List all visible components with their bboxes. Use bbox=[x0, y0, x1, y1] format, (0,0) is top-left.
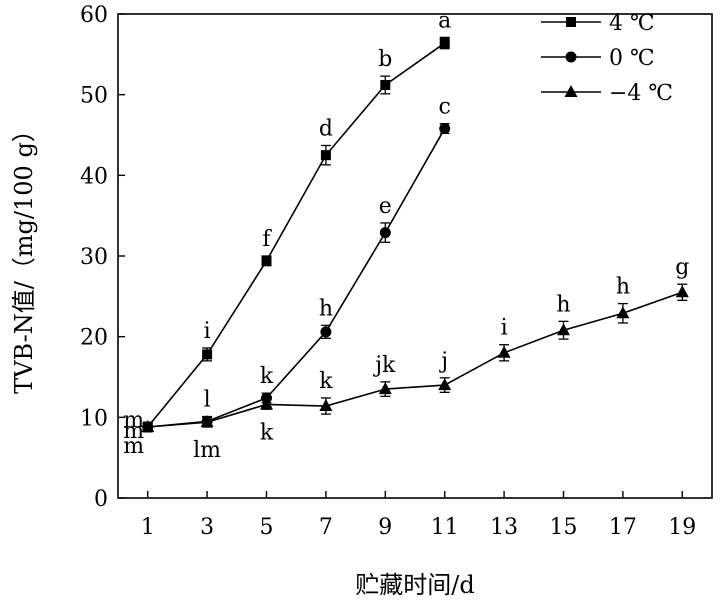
significance-label: f bbox=[262, 227, 272, 252]
legend-item: 0 ℃ bbox=[541, 46, 655, 71]
significance-label: g bbox=[675, 255, 689, 280]
triangle-marker bbox=[675, 285, 689, 298]
significance-label: c bbox=[439, 95, 451, 120]
significance-label: j bbox=[438, 349, 448, 374]
square-marker bbox=[566, 17, 576, 27]
series-line bbox=[147, 42, 446, 428]
x-tick-label: 11 bbox=[431, 515, 459, 540]
series-triangle bbox=[141, 283, 689, 433]
x-tick-label: 19 bbox=[668, 515, 696, 540]
significance-label: l bbox=[204, 388, 211, 413]
triangle-marker bbox=[497, 345, 511, 358]
y-tick-label: 10 bbox=[80, 406, 108, 431]
triangle-marker bbox=[200, 415, 214, 428]
significance-label: e bbox=[379, 194, 392, 219]
significance-label: m bbox=[123, 408, 144, 433]
significance-label: h bbox=[616, 275, 630, 300]
y-tick-label: 0 bbox=[94, 487, 108, 512]
legend-label: 4 ℃ bbox=[609, 11, 655, 36]
x-tick-label: 17 bbox=[609, 515, 637, 540]
significance-label: jk bbox=[372, 353, 396, 378]
significance-label: b bbox=[378, 47, 392, 72]
significance-label: m bbox=[123, 419, 144, 444]
significance-label: a bbox=[438, 8, 451, 33]
square-marker bbox=[380, 79, 391, 90]
x-tick-label: 5 bbox=[260, 515, 274, 540]
y-axis: 0 10 20 30 40 50 60 bbox=[80, 3, 125, 512]
y-axis-title: TVB-N值/（mg/100 g） bbox=[10, 118, 38, 394]
square-marker bbox=[320, 150, 331, 161]
x-tick-label: 9 bbox=[378, 515, 392, 540]
triangle-marker bbox=[616, 306, 630, 319]
series-line bbox=[147, 128, 446, 428]
x-tick-label: 15 bbox=[550, 515, 578, 540]
legend-item: −4 ℃ bbox=[541, 81, 673, 106]
series-layer bbox=[141, 36, 689, 433]
significance-label: k bbox=[260, 420, 274, 445]
circle-marker bbox=[379, 227, 391, 239]
circle-marker bbox=[565, 51, 577, 63]
y-tick-label: 30 bbox=[80, 245, 108, 270]
triangle-marker bbox=[378, 382, 392, 395]
x-tick-label: 1 bbox=[141, 515, 155, 540]
y-tick-label: 50 bbox=[80, 84, 108, 109]
triangle-marker bbox=[319, 399, 333, 412]
significance-label: i bbox=[501, 316, 508, 341]
series-square bbox=[142, 36, 450, 433]
x-tick-label: 7 bbox=[319, 515, 333, 540]
legend-label: −4 ℃ bbox=[609, 81, 673, 106]
series-line bbox=[147, 291, 683, 428]
legend: 4 ℃ 0 ℃ −4 ℃ bbox=[541, 11, 673, 106]
x-tick-label: 3 bbox=[200, 515, 214, 540]
square-marker bbox=[439, 38, 450, 49]
significance-label: k bbox=[319, 369, 333, 394]
triangle-marker bbox=[557, 323, 570, 336]
y-tick-label: 60 bbox=[80, 3, 108, 28]
series-circle bbox=[142, 123, 451, 433]
y-tick-label: 40 bbox=[80, 164, 108, 189]
significance-label: k bbox=[260, 364, 274, 389]
x-tick-label: 13 bbox=[490, 515, 518, 540]
x-axis: 1 3 5 7 9 11 13 15 17 19 bbox=[141, 491, 696, 540]
triangle-marker bbox=[438, 378, 452, 391]
significance-label: h bbox=[319, 296, 333, 321]
triangle-marker bbox=[564, 85, 578, 97]
circle-marker bbox=[439, 123, 451, 135]
x-axis-title: 贮藏时间/d bbox=[355, 571, 474, 599]
y-tick-label: 20 bbox=[80, 326, 108, 351]
circle-marker bbox=[320, 326, 332, 338]
significance-labels: m i f d b a m l k h e c m lm k k jk j i h h g bbox=[123, 8, 689, 463]
significance-label: lm bbox=[193, 438, 221, 463]
square-marker bbox=[261, 255, 272, 266]
triangle-marker bbox=[141, 420, 155, 433]
square-marker bbox=[202, 349, 213, 360]
significance-label: m bbox=[123, 434, 144, 459]
significance-label: d bbox=[319, 116, 333, 141]
legend-item: 4 ℃ bbox=[541, 11, 655, 36]
significance-label: i bbox=[204, 319, 211, 344]
legend-label: 0 ℃ bbox=[609, 46, 655, 71]
significance-label: h bbox=[556, 292, 570, 317]
triangle-marker bbox=[260, 397, 273, 410]
